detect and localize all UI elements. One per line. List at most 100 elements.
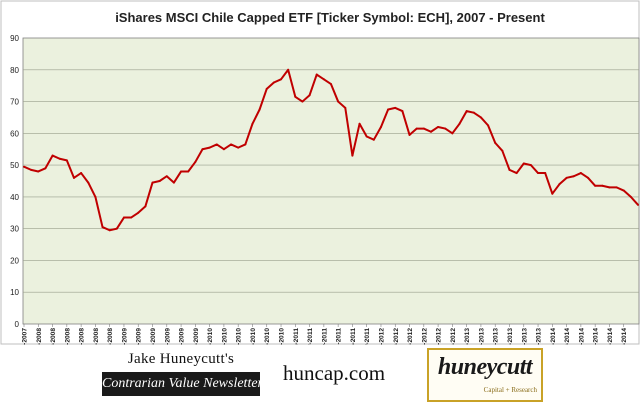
x-tick-label: Jul-2012 [421,328,428,345]
chart-area: iShares MSCI Chile Capped ETF [Ticker Sy… [0,0,640,345]
data-point [565,176,568,179]
data-point [201,148,204,151]
x-tick-label: Mar-2008 [50,328,57,345]
x-tick-label: Jan-2008 [36,328,43,345]
data-point [444,127,447,130]
data-point [587,176,590,179]
data-point [529,164,532,167]
y-tick-label: 80 [10,66,19,75]
logo-text: huneycutt [437,354,533,380]
data-point [558,183,561,186]
x-tick-label: Nov-2007 [22,328,29,345]
x-tick-label: Jul-2009 [164,328,171,345]
data-point [180,170,183,173]
data-point [394,106,397,109]
x-tick-label: Jan-2011 [293,328,300,345]
x-tick-label: May-2008 [64,328,71,345]
data-point [437,125,440,128]
data-point [244,143,247,146]
data-point [301,100,304,103]
data-point [479,116,482,119]
data-point [551,192,554,195]
site-url: huncap.com [283,361,386,385]
x-tick-label: Nov-2012 [450,328,457,345]
data-point [215,143,218,146]
x-tick-label: Sep-2010 [264,328,271,345]
data-point [130,216,133,219]
y-tick-label: 10 [10,288,19,297]
x-tick-label: Jan-2014 [550,328,557,345]
data-point [601,184,604,187]
data-point [615,186,618,189]
data-point [322,78,325,81]
x-tick-label: May-2011 [321,328,328,345]
data-point [501,149,504,152]
data-point [429,130,432,133]
data-point [144,205,147,208]
plot-area [22,37,640,325]
data-point [337,100,340,103]
data-point [280,78,283,81]
data-point [44,167,47,170]
data-point [151,181,154,184]
data-point [272,81,275,84]
x-tick-label: Jul-2008 [79,328,86,345]
data-point [158,180,161,182]
data-point [101,226,104,229]
data-point [472,111,475,114]
data-point [308,94,311,97]
data-point [579,172,582,175]
x-tick-label: Sep-2012 [436,328,443,345]
x-tick-label: Jul-2014 [593,328,600,345]
y-tick-label: 50 [10,161,19,170]
data-point [194,160,197,163]
data-point [265,87,268,90]
data-point [65,159,68,162]
x-tick-label: May-2014 [578,328,585,345]
x-tick-label: May-2013 [493,328,500,345]
y-tick-label: 60 [10,129,19,138]
data-point [537,172,540,175]
data-point [387,108,390,111]
data-point [122,216,125,219]
data-point [80,172,83,175]
x-tick-label: Jan-2013 [464,328,471,345]
data-point [365,135,368,138]
y-tick-label: 30 [10,225,19,234]
x-tick-label: Mar-2014 [564,328,571,345]
x-tick-label: Sep-2013 [521,328,528,345]
x-tick-label: Mar-2009 [136,328,143,345]
data-point [251,122,254,125]
logo-tagline: Capital + Research [483,386,537,394]
data-point [594,184,597,187]
y-tick-label: 40 [10,193,19,202]
data-point [422,127,425,130]
x-tick-label: Nov-2011 [364,328,371,345]
data-point [408,133,411,136]
x-tick-label: Jul-2013 [507,328,514,345]
x-tick-label: Sep-2014 [607,328,614,345]
data-point [508,168,511,171]
x-tick-label: Mar-2013 [478,328,485,345]
data-point [522,162,525,165]
data-point [58,157,61,160]
x-tick-label: May-2012 [407,328,414,345]
data-point [351,154,354,157]
y-tick-label: 20 [10,256,19,265]
data-point [23,165,25,168]
x-tick-label: Nov-2010 [279,328,286,345]
data-point [315,73,318,76]
x-tick-label: Sep-2009 [179,328,186,345]
data-point [165,175,168,178]
huneycutt-logo: huneycutt Capital + Research [427,348,543,402]
data-point [222,148,225,151]
data-point [287,68,290,71]
y-tick-label: 90 [10,34,19,43]
newsletter-name: Contrarian Value Newsletter [102,372,260,396]
data-point [94,195,97,198]
data-point [230,143,233,146]
x-tick-label: May-2010 [236,328,243,345]
x-tick-label: Sep-2008 [93,328,100,345]
x-tick-label: Jul-2011 [336,328,343,345]
data-point [401,110,404,113]
